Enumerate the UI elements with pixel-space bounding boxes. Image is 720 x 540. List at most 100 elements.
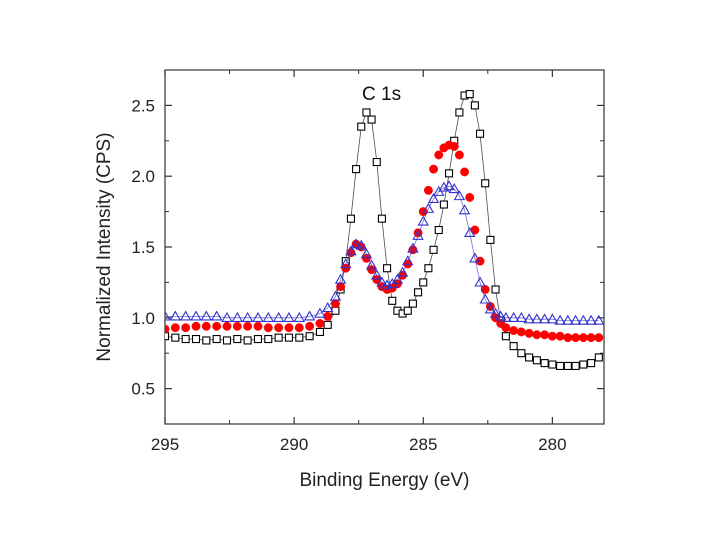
data-point — [475, 129, 485, 138]
data-point — [439, 200, 448, 209]
data-point — [233, 334, 242, 344]
data-point — [408, 299, 417, 308]
data-point — [555, 331, 565, 341]
data-point — [525, 353, 534, 362]
data-point — [532, 330, 542, 340]
data-point — [453, 190, 466, 201]
data-point — [315, 327, 324, 337]
data-point — [501, 332, 510, 341]
data-point — [201, 321, 211, 331]
data-point — [445, 169, 454, 178]
data-point — [455, 108, 464, 117]
data-point — [294, 323, 304, 333]
data-point — [578, 333, 588, 343]
data-point — [407, 242, 419, 253]
data-point — [484, 303, 497, 314]
data-point — [191, 321, 201, 331]
data-point — [314, 307, 326, 318]
data-point — [274, 333, 283, 342]
data-point — [412, 229, 424, 240]
data-point — [334, 273, 347, 284]
data-point — [352, 165, 361, 174]
data-point — [517, 349, 526, 358]
data-point — [449, 142, 459, 151]
data-point — [516, 327, 526, 337]
data-point — [460, 167, 470, 177]
data-point — [531, 313, 543, 324]
data-point — [571, 361, 580, 370]
data-point — [181, 334, 190, 344]
data-point — [465, 90, 474, 99]
y-axis-title: Normalized Intensity (CPS) — [94, 132, 115, 361]
data-point — [331, 306, 340, 315]
data-point — [284, 323, 294, 333]
y-tick-label: 2.0 — [131, 167, 155, 186]
data-point — [264, 334, 273, 344]
data-point — [509, 342, 518, 351]
data-point — [507, 311, 520, 322]
data-point — [563, 361, 572, 370]
data-point — [321, 301, 334, 313]
series-1 — [165, 140, 604, 343]
data-point — [272, 311, 285, 322]
data-point — [210, 310, 223, 321]
data-point — [434, 225, 443, 235]
data-point — [365, 259, 378, 270]
data-point — [429, 245, 438, 254]
data-point — [305, 321, 315, 331]
data-point — [547, 331, 557, 341]
data-point — [293, 311, 306, 322]
data-point — [388, 296, 397, 305]
data-point — [494, 310, 507, 321]
data-point — [202, 336, 211, 345]
data-point — [329, 290, 342, 301]
data-point — [323, 311, 333, 321]
data-point — [171, 333, 180, 342]
data-point — [524, 328, 534, 338]
data-point — [303, 310, 316, 321]
data-point — [376, 276, 388, 287]
data-point — [474, 276, 486, 287]
data-point — [222, 321, 232, 331]
data-point — [401, 255, 414, 266]
data-point — [579, 360, 588, 369]
data-point — [350, 238, 362, 249]
data-point — [458, 204, 471, 215]
data-point — [284, 333, 294, 342]
data-point — [179, 310, 192, 321]
data-point — [489, 307, 502, 318]
data-point — [538, 313, 551, 324]
data-point — [231, 311, 244, 322]
x-axis-title: Binding Energy (eV) — [299, 470, 469, 491]
data-point — [417, 215, 429, 226]
data-point — [371, 269, 383, 280]
data-point — [403, 306, 412, 315]
data-point — [571, 333, 581, 343]
data-point — [500, 311, 512, 322]
data-point — [200, 310, 213, 321]
data-point — [396, 266, 409, 277]
data-point — [295, 333, 304, 342]
data-point — [346, 214, 355, 223]
data-point — [443, 180, 455, 191]
data-point — [170, 323, 180, 333]
y-tick-label: 0.5 — [131, 380, 155, 399]
data-point — [253, 321, 263, 331]
data-point — [481, 179, 490, 188]
data-point — [491, 285, 500, 294]
data-point — [340, 258, 352, 269]
data-point — [486, 235, 495, 244]
y-tick-label: 1.0 — [131, 309, 155, 328]
series-line — [165, 185, 599, 321]
data-point — [587, 359, 596, 368]
data-point — [563, 333, 573, 343]
data-point — [315, 319, 325, 328]
data-point — [479, 293, 491, 304]
data-point — [540, 330, 550, 340]
data-point — [423, 185, 433, 195]
data-point — [357, 122, 366, 131]
data-point — [523, 313, 535, 324]
data-point — [283, 311, 295, 322]
